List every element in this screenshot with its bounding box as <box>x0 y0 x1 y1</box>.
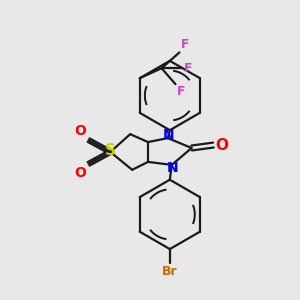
Text: O: O <box>75 166 87 180</box>
Text: F: F <box>180 38 189 51</box>
Text: S: S <box>105 143 116 158</box>
Text: F: F <box>176 85 185 98</box>
Text: F: F <box>183 62 192 75</box>
Text: N: N <box>167 161 178 175</box>
Text: O: O <box>215 137 228 152</box>
Text: O: O <box>75 124 87 138</box>
Text: N: N <box>163 128 175 142</box>
Text: Br: Br <box>162 265 178 278</box>
